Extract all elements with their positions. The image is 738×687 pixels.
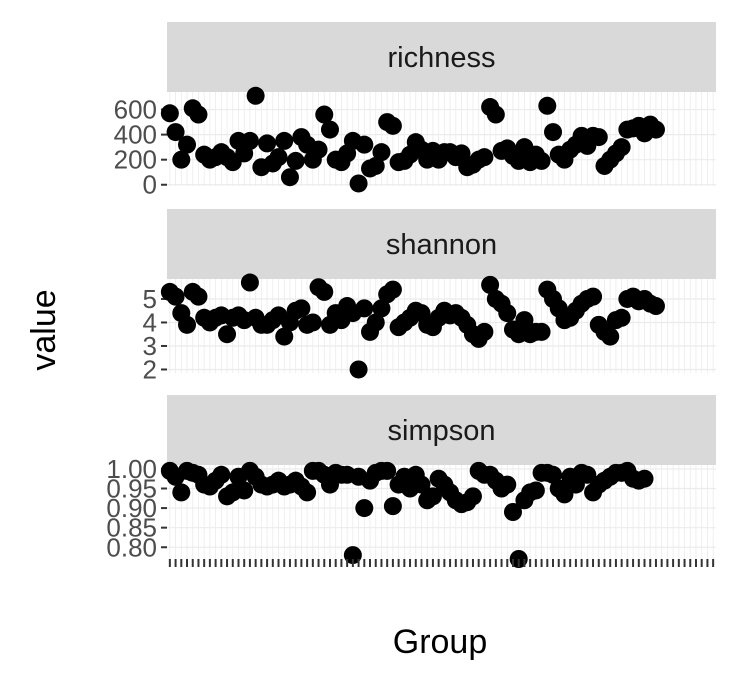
y-tick-label: 3 [143,331,157,361]
data-point [452,144,471,163]
y-tick-label: 4 [143,307,157,337]
y-tick-label: 0.90 [106,493,157,523]
data-point [343,546,362,565]
data-point [189,105,208,124]
data-point [286,151,305,170]
y-tick-label: 5 [143,284,157,314]
y-tick-label: 0.80 [106,532,157,562]
data-points-richness [160,86,665,193]
data-point [486,105,505,124]
y-tick-label: 400 [114,120,157,150]
data-point [498,475,517,494]
x-axis [168,559,715,567]
data-point [269,148,288,167]
data-point [412,475,431,494]
data-point [372,143,391,162]
data-point [526,481,545,500]
data-point [515,311,534,330]
data-point [589,128,608,147]
data-point [178,315,197,334]
data-point [481,275,500,294]
data-point [172,150,191,169]
data-point [240,273,259,292]
data-point [635,469,654,488]
data-point [315,105,334,124]
data-point [355,499,374,518]
data-point [280,168,299,187]
y-tick-label: 1.00 [106,454,157,484]
data-point [235,481,254,500]
data-point [538,96,557,115]
data-point [612,308,631,327]
y-tick-label: 600 [114,95,157,125]
facet-strip-label: simpson [388,415,496,447]
data-point [172,483,191,502]
data-point [584,287,603,306]
data-point [498,304,517,323]
data-point [423,487,442,506]
data-point [475,322,494,341]
y-axis-title: value [25,289,63,370]
data-point [366,313,385,332]
y-tick-label: 0.85 [106,513,157,543]
data-point [218,325,237,344]
data-point [475,148,494,167]
data-point [372,299,391,318]
facet-panel-simpson: simpson 0.800.850.900.951.00 [106,395,716,568]
y-tick-label: 200 [114,145,157,175]
data-point [355,135,374,154]
data-point [378,461,397,480]
data-point [298,483,317,502]
data-point [275,131,294,150]
data-point [601,327,620,346]
data-point [166,123,185,142]
data-point [349,360,368,379]
data-point [315,282,334,301]
data-points-simpson [160,461,654,568]
data-point [240,131,259,150]
data-point [258,134,277,153]
data-point [292,299,311,318]
data-point [160,104,179,123]
y-tick-label: 0 [143,170,157,200]
data-point [612,138,631,157]
data-point [178,135,197,154]
facet-strip-richness [167,22,716,92]
data-point [544,465,563,484]
data-point [383,497,402,516]
data-point [166,287,185,306]
facet-strip-shannon [167,209,716,279]
data-point [366,156,385,175]
data-point [212,465,231,484]
data-point [646,120,665,139]
data-point [544,123,563,142]
data-point [349,174,368,193]
data-points-shannon [160,273,665,379]
data-point [463,487,482,506]
data-point [355,299,374,318]
data-point [320,120,339,139]
y-tick-label: 0.95 [106,474,157,504]
data-point [303,313,322,332]
data-point [532,151,551,170]
facet-strip-label: shannon [386,229,497,261]
data-point [309,140,328,159]
facet-strip-label: richness [388,42,496,74]
y-tick-label: 2 [143,354,157,384]
data-point [532,322,551,341]
x-axis-title: Group [393,623,488,661]
data-point [275,327,294,346]
data-point [503,503,522,521]
facet-strip-simpson [167,395,716,465]
data-point [383,116,402,135]
data-point [246,86,265,105]
data-point [189,287,208,306]
data-point [646,297,665,316]
data-point [383,280,402,299]
